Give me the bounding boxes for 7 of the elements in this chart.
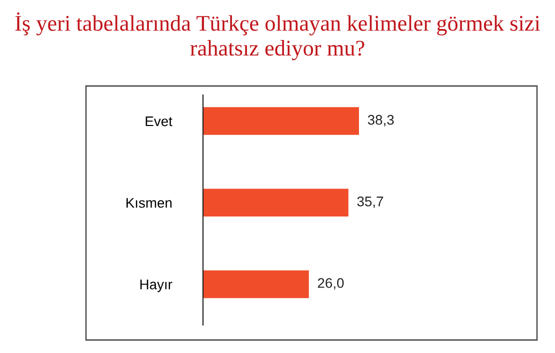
data-label: 35,7 xyxy=(357,196,384,208)
chart-title: İş yeri tabelalarında Türkçe olmayan kelimeler görmek sizi rahatsız ediyor mu? xyxy=(15,12,540,60)
y-tick-label: Hayır xyxy=(140,280,172,292)
y-tick-label: Kısmen xyxy=(126,198,172,208)
y-tick-label: Evet xyxy=(146,116,172,126)
data-label: 38,3 xyxy=(368,114,394,126)
data-label: 26,0 xyxy=(318,278,344,290)
